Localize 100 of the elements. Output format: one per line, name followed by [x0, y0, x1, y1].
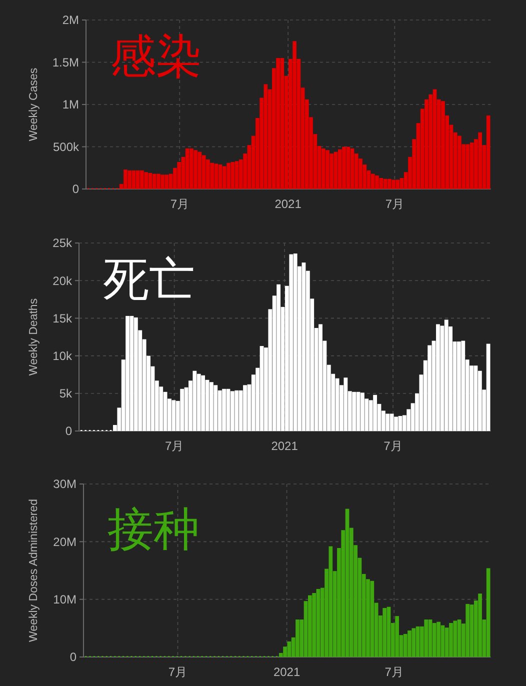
bar — [392, 180, 396, 189]
bar — [164, 174, 169, 189]
bar — [196, 374, 201, 431]
bar — [386, 606, 391, 657]
bar — [198, 152, 202, 189]
x-tick-label: 7月 — [168, 665, 188, 679]
bar — [398, 416, 402, 431]
bar — [330, 154, 334, 189]
bar — [379, 178, 384, 189]
bar — [148, 172, 152, 189]
bar — [243, 385, 247, 431]
bar — [144, 172, 148, 189]
bar — [222, 166, 226, 189]
bar — [296, 620, 300, 657]
bar — [316, 588, 320, 657]
bar — [160, 174, 164, 189]
bar — [226, 388, 230, 431]
bar — [466, 144, 470, 189]
bar — [470, 142, 474, 189]
bar — [308, 595, 312, 657]
bar — [486, 568, 490, 657]
x-tick-label: 7月 — [385, 197, 404, 211]
bar — [293, 254, 298, 431]
bar — [478, 132, 482, 189]
bar — [441, 101, 445, 189]
bar — [218, 164, 222, 189]
bar — [457, 620, 462, 657]
bar — [234, 390, 239, 431]
bar — [440, 625, 445, 657]
bar — [436, 622, 440, 657]
y-tick-label: 10M — [53, 592, 77, 607]
y-axis-title: Weekly Cases — [28, 68, 40, 142]
y-tick-label: 30M — [53, 477, 77, 492]
bar — [344, 378, 348, 431]
bar — [373, 394, 377, 431]
bar — [474, 366, 478, 431]
bar — [466, 604, 470, 657]
bar — [390, 414, 394, 431]
bar — [350, 148, 354, 189]
x-tick-label: 7月 — [164, 439, 184, 453]
bar — [444, 320, 448, 431]
bar — [276, 284, 281, 431]
bar — [202, 155, 206, 189]
bar — [264, 84, 268, 189]
y-tick-label: 15k — [52, 311, 73, 326]
bar — [478, 594, 482, 657]
bar — [194, 150, 198, 189]
bar — [375, 175, 379, 189]
bar — [470, 604, 474, 657]
bar — [128, 170, 132, 189]
bar — [394, 416, 398, 431]
y-tick-label: 2M — [62, 13, 79, 28]
bar — [416, 626, 420, 657]
bar — [408, 630, 412, 657]
bar — [260, 346, 264, 431]
bar — [334, 152, 338, 189]
bar — [230, 162, 235, 189]
bar — [345, 508, 350, 657]
x-tick-label: 2021 — [271, 439, 298, 453]
bar — [130, 316, 134, 431]
bar — [461, 340, 466, 431]
bar — [302, 262, 306, 431]
bar — [403, 634, 408, 657]
x-tick-label: 2021 — [274, 197, 302, 211]
bar — [230, 391, 234, 431]
y-tick-label: 20k — [52, 274, 73, 288]
bar — [192, 370, 197, 431]
bar — [326, 150, 330, 189]
bar — [432, 622, 436, 657]
bar — [124, 170, 128, 189]
bar — [386, 414, 390, 431]
bar — [383, 178, 388, 189]
bar — [486, 344, 490, 431]
bar — [226, 162, 230, 189]
bar — [209, 382, 214, 431]
bar — [136, 170, 140, 189]
bar — [156, 174, 160, 189]
bar — [214, 385, 218, 431]
bar — [342, 146, 346, 189]
bar — [280, 58, 284, 189]
y-tick-label: 0 — [65, 424, 72, 438]
bar — [152, 174, 156, 189]
y-tick-label: 500k — [52, 140, 80, 154]
bar — [180, 388, 184, 431]
bar — [428, 620, 432, 657]
bar — [412, 628, 416, 657]
bar — [172, 400, 176, 431]
bar — [185, 148, 190, 189]
bar — [321, 148, 326, 189]
bar — [382, 608, 387, 657]
bar — [370, 580, 374, 657]
bar — [486, 115, 490, 189]
bar — [338, 149, 342, 189]
bar — [222, 388, 226, 431]
bar — [214, 164, 218, 189]
bar — [387, 178, 392, 189]
y-tick-label: 10k — [52, 349, 73, 363]
bar — [335, 378, 340, 431]
bar — [140, 170, 144, 189]
bar — [206, 159, 210, 189]
